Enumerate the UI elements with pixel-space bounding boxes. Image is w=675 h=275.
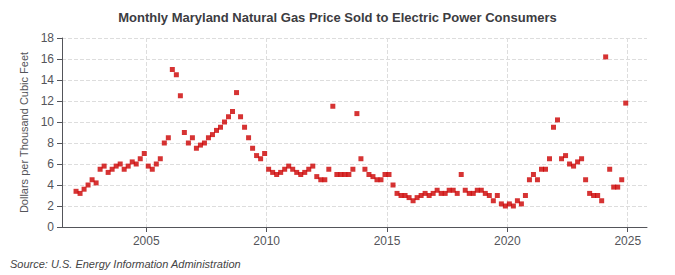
svg-text:2025: 2025 [614,234,641,248]
svg-text:2015: 2015 [374,234,401,248]
svg-text:16: 16 [41,52,55,66]
svg-text:2010: 2010 [253,234,280,248]
svg-text:2: 2 [47,199,54,213]
svg-text:8: 8 [47,136,54,150]
svg-text:14: 14 [41,73,55,87]
svg-text:Dollars per Thousand Cubic Fee: Dollars per Thousand Cubic Feet [18,52,30,213]
svg-text:18: 18 [41,31,55,45]
svg-text:10: 10 [41,115,55,129]
svg-text:12: 12 [41,94,55,108]
svg-text:2005: 2005 [133,234,160,248]
svg-text:0: 0 [47,220,54,234]
svg-text:Source: U.S. Energy Informatio: Source: U.S. Energy Information Administ… [10,258,241,270]
svg-text:Monthly Maryland Natural Gas P: Monthly Maryland Natural Gas Price Sold … [118,10,557,25]
svg-text:4: 4 [47,178,54,192]
svg-text:2020: 2020 [494,234,521,248]
svg-text:6: 6 [47,157,54,171]
